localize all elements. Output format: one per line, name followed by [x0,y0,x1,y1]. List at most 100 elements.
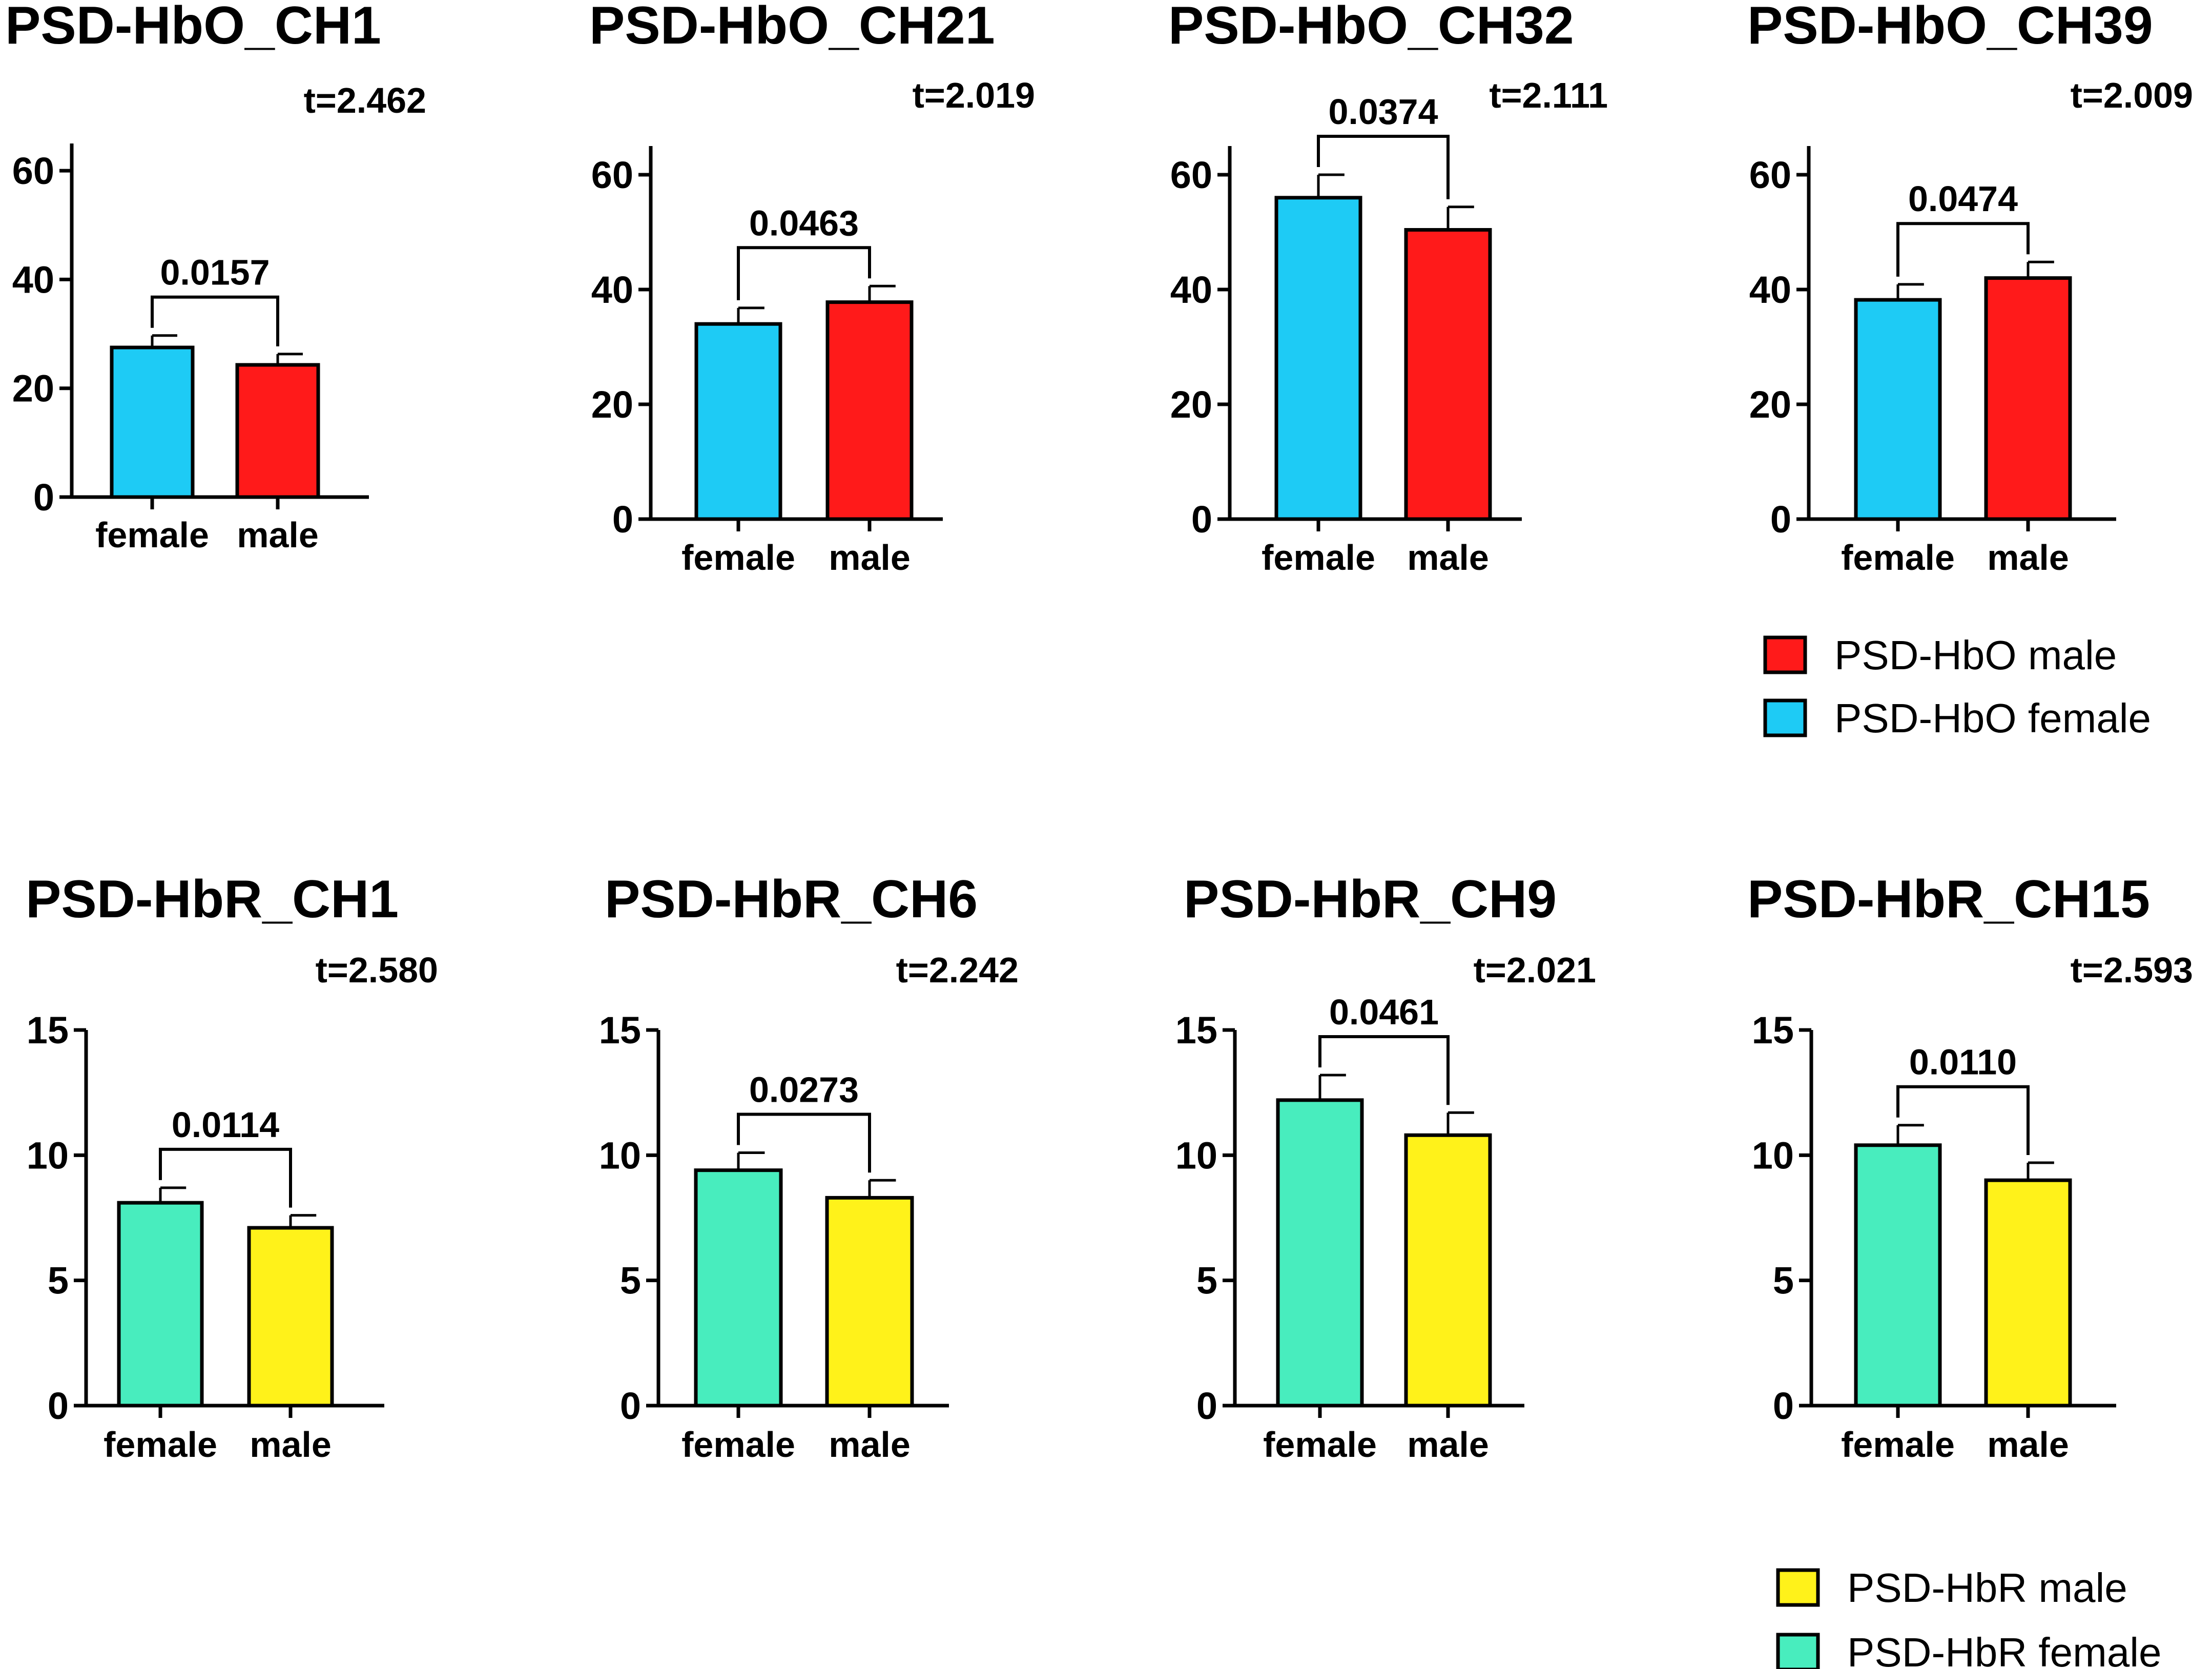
bar-female [694,1168,783,1408]
category-label: female [1262,538,1375,578]
bar-female [1274,196,1362,521]
t-statistic: t=2.580 [316,950,438,990]
y-tick-label: 60 [1170,154,1212,196]
significance-bracket [151,295,279,346]
category-label: male [1407,538,1489,578]
bar-male [825,300,914,521]
y-tick-label: 40 [591,269,633,311]
t-statistic: t=2.111 [1489,75,1608,115]
panel-1: PSD-HbO_CH1 t=2.462 0 20 40 60 female male 0.015… [5,0,426,555]
y-tick-label: 0 [48,1385,69,1427]
category-label: female [1263,1425,1377,1465]
y-tick-label: 5 [1196,1260,1217,1302]
bar-male [1404,1133,1492,1408]
y-tick-label: 0 [620,1385,641,1427]
p-value-label: 0.0157 [160,253,270,293]
legend-swatch [1776,1633,1820,1669]
category-label: female [681,538,795,578]
t-statistic: t=2.593 [2071,950,2193,990]
p-value-label: 0.0374 [1328,92,1438,132]
panel-title: PSD-HbR_CH6 [605,870,978,929]
y-tick-label: 40 [1170,269,1212,311]
y-tick-label: 10 [27,1134,69,1177]
legend-label: PSD-HbO male [1834,632,2117,678]
y-tick-label: 15 [599,1009,641,1052]
legend-swatch [1763,635,1807,674]
significance-bracket [737,246,871,300]
panel-title: PSD-HbO_CH39 [1747,0,2153,55]
y-tick-label: 10 [1175,1134,1217,1177]
y-tick-label: 60 [591,154,633,196]
panel-6: PSD-HbR_CH6 t=2.242 0 5 10 15 female male 0.0273 [599,870,1019,1465]
bar-female [110,345,195,499]
y-tick-label: 15 [1752,1009,1794,1052]
bar-female [694,322,782,521]
significance-bracket [1317,135,1450,199]
legend-1: PSD-HbO male PSD-HbO female [1763,632,2151,741]
panel-8: PSD-HbR_CH15 t=2.593 0 5 10 15 female male 0.011… [1747,870,2193,1465]
y-tick-label: 0 [1191,498,1212,541]
significance-bracket [737,1112,871,1173]
panel-5: PSD-HbR_CH1 t=2.580 0 5 10 15 female male 0.0114 [26,870,438,1465]
legend-label: PSD-HbO female [1834,695,2151,741]
t-statistic: t=2.462 [304,80,426,120]
bar-male [1984,276,2072,521]
category-label: female [681,1425,795,1465]
y-tick-label: 20 [1170,383,1212,426]
y-tick-label: 60 [12,150,54,192]
significance-bracket [1896,1085,2030,1155]
legend-swatch [1763,698,1807,737]
y-tick-label: 0 [1196,1385,1217,1427]
y-tick-label: 0 [612,498,633,541]
bar-male [1984,1178,2072,1408]
y-tick-label: 40 [12,258,54,301]
legend-2: PSD-HbR male PSD-HbR female [1776,1565,2162,1669]
p-value-label: 0.0114 [172,1105,279,1145]
bar-male [235,363,320,499]
panel-title: PSD-HbR_CH9 [1184,870,1557,929]
y-tick-label: 5 [620,1260,641,1302]
y-tick-label: 60 [1749,154,1791,196]
panel-3: PSD-HbO_CH32 t=2.111 0 20 40 60 female male 0.03… [1168,0,1608,578]
category-label: male [829,1425,911,1465]
y-tick-label: 20 [12,367,54,410]
y-tick-label: 10 [1752,1134,1794,1177]
t-statistic: t=2.242 [896,950,1019,990]
category-label: female [1841,538,1955,578]
panel-title: PSD-HbR_CH15 [1747,870,2150,929]
category-label: male [237,515,319,555]
p-value-label: 0.0273 [749,1069,859,1109]
bar-female [1854,1143,1942,1408]
y-tick-label: 15 [27,1009,69,1052]
y-tick-label: 40 [1749,269,1791,311]
panel-title: PSD-HbO_CH32 [1168,0,1574,55]
y-tick-label: 0 [1770,498,1791,541]
y-tick-label: 0 [33,476,54,519]
legend-label: PSD-HbR male [1847,1565,2127,1611]
y-tick-label: 10 [599,1134,641,1177]
category-label: female [1841,1425,1955,1465]
y-tick-label: 20 [1749,383,1791,426]
y-tick-label: 5 [48,1260,69,1302]
y-tick-label: 0 [1773,1385,1794,1427]
category-label: male [1407,1425,1489,1465]
panel-2: PSD-HbO_CH21 t=2.019 0 20 40 60 female male 0.04… [589,0,1035,578]
p-value-label: 0.0461 [1329,992,1439,1032]
p-value-label: 0.0110 [1909,1042,2017,1082]
bar-female [1854,298,1942,521]
bar-female [117,1201,204,1408]
significance-bracket [1896,222,2030,277]
p-value-label: 0.0474 [1908,179,2018,219]
bar-male [825,1196,914,1408]
panel-4: PSD-HbO_CH39 t=2.009 0 20 40 60 female male 0.04… [1747,0,2193,578]
y-tick-label: 15 [1175,1009,1217,1052]
bar-male [1404,228,1492,521]
panel-title: PSD-HbO_CH21 [589,0,995,55]
category-label: female [104,1425,217,1465]
t-statistic: t=2.021 [1474,950,1596,990]
legend-swatch [1776,1568,1820,1607]
category-label: male [829,538,911,578]
significance-bracket [1318,1035,1450,1105]
panel-title: PSD-HbR_CH1 [26,870,399,929]
